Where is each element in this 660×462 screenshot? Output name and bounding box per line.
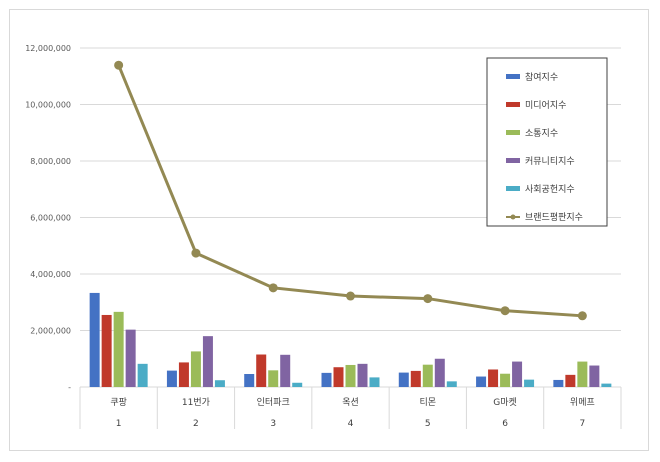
- bar-4-3: [369, 377, 380, 387]
- bar-2-2: [268, 370, 279, 387]
- bar-3-6: [589, 365, 600, 387]
- y-tick-label: 12,000,000: [25, 44, 71, 53]
- bar-2-6: [577, 361, 588, 387]
- legend-swatch-3: [506, 158, 520, 163]
- bar-1-3: [333, 367, 344, 387]
- line-point-5: [500, 306, 510, 316]
- bar-2-0: [113, 311, 124, 387]
- category-rank-label: 4: [348, 419, 354, 429]
- category-rank-label: 1: [116, 419, 122, 429]
- bar-2-5: [500, 373, 511, 387]
- legend-label-2: 소통지수: [525, 128, 558, 139]
- bar-0-5: [476, 376, 487, 387]
- bar-1-2: [256, 354, 267, 387]
- category-label: 11번가: [182, 397, 210, 408]
- category-rank-label: 2: [193, 419, 199, 429]
- category-axis-table: 쿠팡 1 11번가 2 인터파크 3 옥션 4 티몬 5 G마켓 6 위메프 7: [79, 386, 622, 429]
- bar-0-3: [321, 372, 332, 387]
- bar-0-6: [553, 379, 564, 387]
- category-rank-label: 6: [502, 419, 508, 429]
- category-label: 인터파크: [257, 397, 290, 408]
- category-label: 위메프: [570, 397, 595, 408]
- y-tick-label: -: [68, 383, 71, 392]
- bar-2-1: [190, 351, 201, 387]
- bar-0-1: [166, 370, 177, 387]
- category-rank-label: 5: [425, 419, 431, 429]
- category-label: 쿠팡: [110, 397, 127, 408]
- legend-label-4: 사회공헌지수: [525, 184, 575, 195]
- bar-3-0: [125, 329, 136, 387]
- bar-4-2: [292, 382, 303, 387]
- bar-4-4: [446, 381, 457, 387]
- bar-3-5: [512, 361, 523, 387]
- line-point-4: [423, 294, 433, 304]
- bar-1-1: [178, 362, 189, 387]
- line-point-3: [346, 291, 355, 301]
- category-label: 티몬: [420, 397, 437, 408]
- bar-1-0: [101, 314, 112, 387]
- legend-swatch-4: [506, 186, 520, 191]
- bar-1-4: [410, 370, 421, 387]
- bar-4-0: [137, 363, 148, 387]
- category-rank-label: 7: [579, 419, 585, 429]
- legend-label-line: 브랜드평판지수: [525, 212, 583, 223]
- line-point-0: [114, 60, 124, 70]
- bar-0-2: [244, 374, 255, 387]
- legend-swatch-0: [506, 74, 520, 79]
- bar-3-2: [280, 354, 291, 387]
- line-point-1: [191, 248, 201, 258]
- line-point-2: [268, 283, 278, 293]
- legend-label-1: 미디어지수: [525, 100, 566, 111]
- line-point-6: [577, 311, 587, 321]
- legend-box: [486, 57, 608, 227]
- bar-3-4: [434, 358, 445, 387]
- bar-3-3: [357, 363, 368, 387]
- legend-swatch-marker: [510, 214, 516, 220]
- bar-0-0: [89, 292, 100, 387]
- bar-4-5: [524, 379, 535, 387]
- legend-swatch-1: [506, 102, 520, 107]
- legend-label-3: 커뮤니티지수: [525, 156, 575, 167]
- legend-label-0: 참여지수: [525, 71, 558, 83]
- y-tick-label: 8,000,000: [30, 157, 71, 166]
- y-axis: - 2,000,000 4,000,000 6,000,000 8,000,000 10,…: [25, 44, 71, 392]
- bar-1-5: [488, 369, 499, 387]
- category-label: 옥션: [342, 397, 359, 408]
- brand-reputation-line: [114, 60, 587, 321]
- bar-2-3: [345, 364, 356, 387]
- bar-4-1: [214, 380, 225, 387]
- bar-4-6: [601, 383, 612, 387]
- bar-1-6: [565, 374, 576, 387]
- bar-2-4: [422, 364, 433, 387]
- y-tick-label: 4,000,000: [30, 270, 71, 279]
- bars: [89, 292, 612, 387]
- y-tick-label: 6,000,000: [30, 214, 71, 223]
- y-tick-label: 10,000,000: [25, 101, 71, 110]
- bar-0-4: [398, 372, 409, 387]
- category-rank-label: 3: [270, 419, 276, 429]
- legend-swatch-2: [506, 130, 520, 135]
- bar-3-1: [202, 336, 213, 387]
- y-tick-label: 2,000,000: [30, 327, 71, 336]
- category-label: G마켓: [493, 397, 517, 408]
